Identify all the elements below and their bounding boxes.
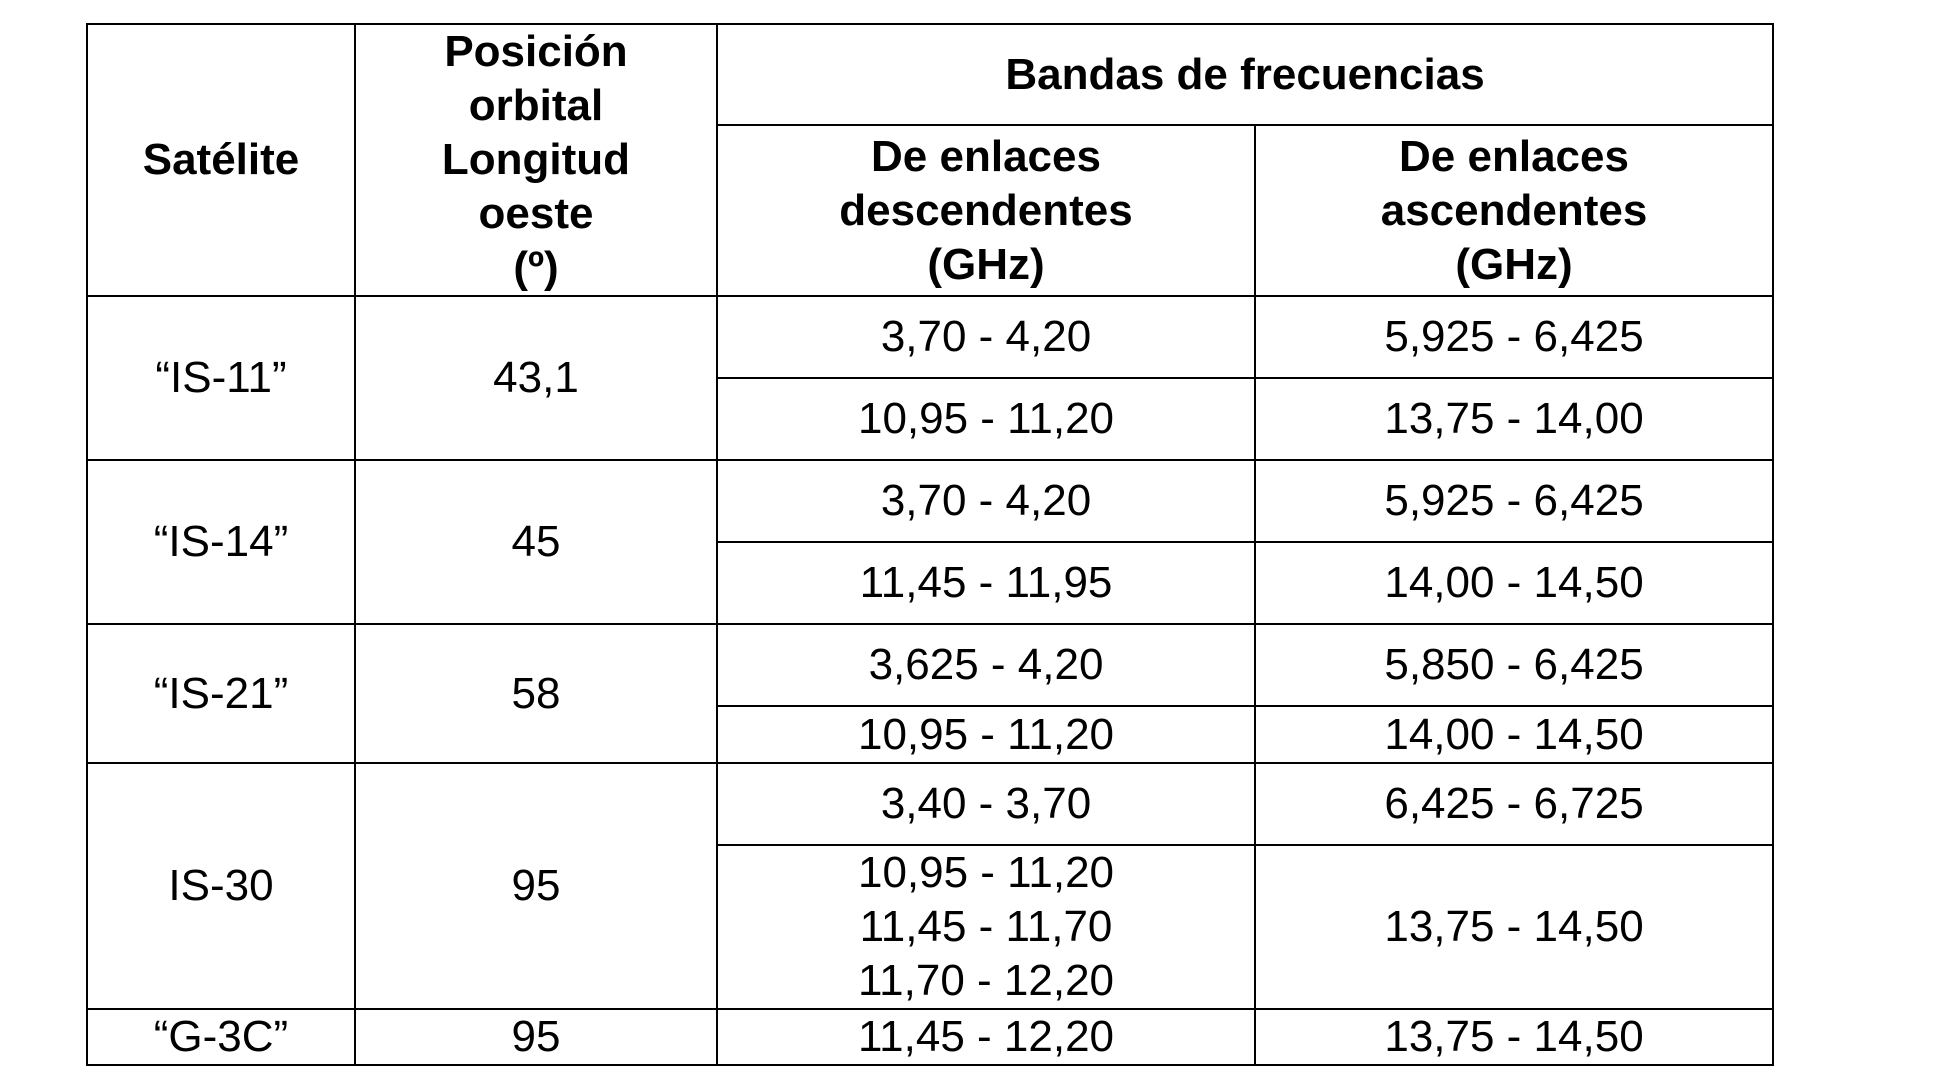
- table-row: “IS-21” 58 3,625 - 4,20 5,850 - 6,425: [86, 623, 1775, 764]
- position-cell: 45: [354, 459, 718, 625]
- uplink-cell: 6,425 - 6,725: [1253, 762, 1775, 846]
- table-row: 10,95 - 11,20 14,00 - 14,50: [87, 705, 1775, 764]
- downlink-cell: 11,45 - 11,95: [716, 541, 1256, 625]
- satellite-cell: “IS-11”: [86, 295, 356, 461]
- header-orbital-position: Posición orbital Longitud oeste (º): [354, 23, 718, 297]
- uplink-cell: 13,75 - 14,50: [1253, 1008, 1775, 1066]
- position-cell: 43,1: [354, 295, 718, 461]
- downlink-cell: 3,70 - 4,20: [716, 295, 1256, 379]
- header-satellite: Satélite: [86, 23, 356, 297]
- uplink-cell: 13,75 - 14,50: [1253, 844, 1775, 1010]
- table-row: 11,45 - 11,95 14,00 - 14,50: [87, 541, 1775, 625]
- downlink-cell: 10,95 - 11,20: [716, 705, 1256, 764]
- satellite-cell: “G-3C”: [86, 1008, 356, 1066]
- downlink-cell: 3,625 - 4,20: [716, 623, 1256, 707]
- uplink-cell: 5,925 - 6,425: [1253, 459, 1775, 543]
- downlink-cell: 10,95 - 11,20 11,45 - 11,70 11,70 - 12,2…: [716, 844, 1256, 1010]
- header-row-1: Satélite Posición orbital Longitud oeste…: [86, 22, 1775, 297]
- downlink-cell: 3,40 - 3,70: [716, 762, 1256, 846]
- downlink-cell: 11,45 - 12,20: [716, 1008, 1256, 1066]
- satellite-cell: “IS-14”: [86, 459, 356, 625]
- table-row: 10,95 - 11,20 11,45 - 11,70 11,70 - 12,2…: [87, 844, 1775, 1010]
- uplink-cell: 14,00 - 14,50: [1253, 705, 1775, 764]
- table-row: “IS-14” 45 3,70 - 4,20 5,925 - 6,425: [86, 459, 1775, 625]
- header-downlink: De enlaces descendentes (GHz): [716, 124, 1256, 297]
- downlink-cell: 10,95 - 11,20: [716, 377, 1256, 461]
- table-row: 10,95 - 11,20 13,75 - 14,00: [87, 377, 1775, 461]
- table-row: “G-3C” 95 11,45 - 12,20 13,75 - 14,50: [86, 1008, 1775, 1066]
- header-row-2: De enlaces descendentes (GHz) De enlaces…: [87, 124, 1775, 297]
- position-cell: 58: [354, 623, 718, 764]
- table-row: “IS-11” 43,1 3,70 - 4,20 5,925 - 6,425: [86, 295, 1775, 461]
- uplink-cell: 5,925 - 6,425: [1253, 295, 1775, 379]
- table-row: IS-30 95 3,40 - 3,70 6,425 - 6,725: [86, 762, 1775, 1010]
- satellite-frequency-table-container: Satélite Posición orbital Longitud oeste…: [86, 22, 1775, 1066]
- downlink-cell: 3,70 - 4,20: [716, 459, 1256, 543]
- satellite-cell: “IS-21”: [86, 623, 356, 764]
- header-frequency-bands: Bandas de frecuencias: [715, 22, 1775, 127]
- satellite-frequency-table: Satélite Posición orbital Longitud oeste…: [86, 22, 1775, 1066]
- header-uplink: De enlaces ascendentes (GHz): [1253, 124, 1775, 297]
- position-cell: 95: [354, 1008, 718, 1066]
- uplink-cell: 13,75 - 14,00: [1253, 377, 1775, 461]
- satellite-cell: IS-30: [86, 762, 356, 1010]
- position-cell: 95: [354, 762, 718, 1010]
- uplink-cell: 14,00 - 14,50: [1253, 541, 1775, 625]
- uplink-cell: 5,850 - 6,425: [1253, 623, 1775, 707]
